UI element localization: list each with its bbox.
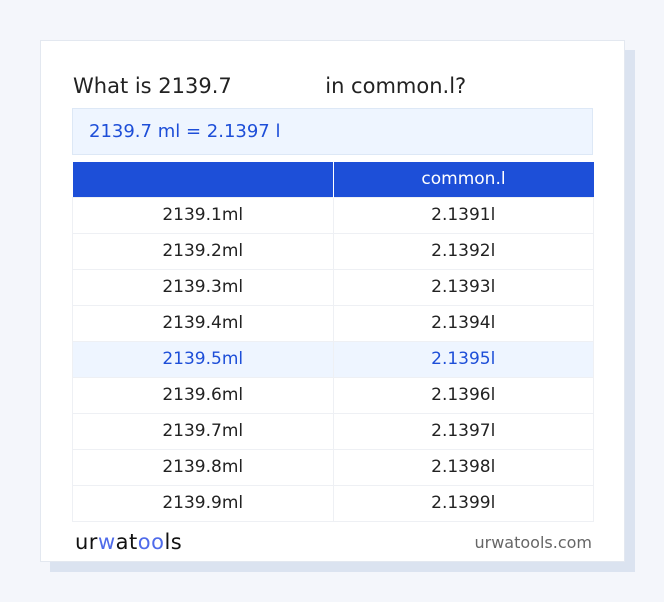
site-link[interactable]: urwatools.com <box>474 533 593 552</box>
table-cell: 2.1393l <box>332 269 594 306</box>
table-cell: 2139.5ml <box>72 341 334 378</box>
table-row: 2139.2ml 2.1392l <box>72 233 594 270</box>
table-cell: 2.1391l <box>332 197 594 234</box>
converter-card: What is 2139.7 in common.l? 2139.7 ml = … <box>40 40 625 562</box>
table-row: 2139.1ml 2.1391l <box>72 197 594 234</box>
table-cell: 2139.3ml <box>72 269 334 306</box>
column-header <box>72 162 333 198</box>
column-header: common.l <box>332 162 594 198</box>
table-row: 2139.6ml 2.1396l <box>72 377 594 414</box>
table-cell: 2.1395l <box>332 341 594 378</box>
table-cell: 2139.6ml <box>72 377 334 414</box>
table-cell: 2.1394l <box>332 305 594 342</box>
table-cell: 2139.8ml <box>72 449 334 486</box>
conversion-result: 2139.7 ml = 2.1397 l <box>72 108 593 155</box>
page-title: What is 2139.7 in common.l? <box>73 74 467 98</box>
table-row: 2139.5ml 2.1395l <box>72 341 594 378</box>
conversion-table: common.l 2139.1ml 2.1391l 2139.2ml 2.1392l 2… <box>72 162 594 522</box>
table-row: 2139.9ml 2.1399l <box>72 485 594 522</box>
table-cell: 2139.2ml <box>72 233 334 270</box>
table-row: 2139.3ml 2.1393l <box>72 269 594 306</box>
table-cell: 2139.7ml <box>72 413 334 450</box>
table-cell: 2139.4ml <box>72 305 334 342</box>
table-cell: 2.1397l <box>332 413 594 450</box>
table-cell: 2.1396l <box>332 377 594 414</box>
table-cell: 2.1399l <box>332 485 594 522</box>
table-cell: 2.1398l <box>332 449 594 486</box>
table-cell: 2.1392l <box>332 233 594 270</box>
table-row: 2139.4ml 2.1394l <box>72 305 594 342</box>
table-cell: 2139.9ml <box>72 485 334 522</box>
urwatools-logo[interactable]: urwatools <box>75 530 183 554</box>
table-cell: 2139.1ml <box>72 197 334 234</box>
table-row: 2139.8ml 2.1398l <box>72 449 594 486</box>
table-row: 2139.7ml 2.1397l <box>72 413 594 450</box>
